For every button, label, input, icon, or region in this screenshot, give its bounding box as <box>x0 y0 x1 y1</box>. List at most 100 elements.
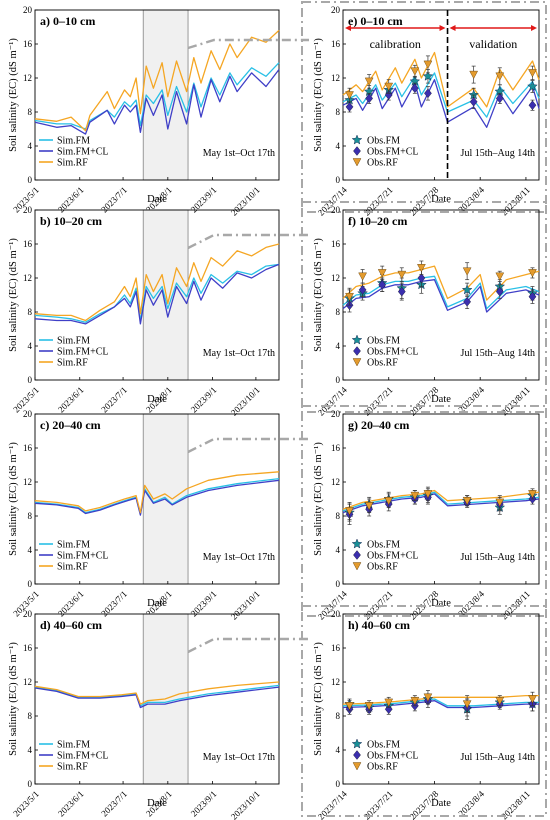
y-tick-label: 16 <box>331 643 341 653</box>
y-tick-label: 12 <box>23 273 32 283</box>
legend-marker <box>351 538 363 549</box>
obs-marker-obs-rf <box>397 270 407 280</box>
obs-marker-obs-fm-cl <box>495 93 504 104</box>
series-line-sim-rf <box>34 29 280 132</box>
series-line-fm-cl <box>342 279 540 313</box>
y-tick-label: 8 <box>336 307 341 317</box>
y-tick-label: 16 <box>331 39 341 49</box>
legend-label: Obs.RF <box>367 762 398 773</box>
legend-label: Obs.FM+CL <box>367 147 418 158</box>
x-tick-label: 2023/7/1 <box>99 789 129 819</box>
y-tick-label: 4 <box>28 745 33 755</box>
y-tick-label: 8 <box>28 107 33 117</box>
obs-marker-obs-fm <box>527 80 538 91</box>
legend-label: Sim.RF <box>57 158 88 169</box>
y-tick-label: 12 <box>23 73 32 83</box>
validation-window-shade <box>142 9 189 181</box>
obs-marker-obs-rf <box>423 490 433 499</box>
legend-label: Sim.RF <box>57 358 88 369</box>
legend-marker <box>351 334 363 345</box>
panel-title: b) 10–20 cm <box>40 214 102 228</box>
y-tick-label: 4 <box>28 341 33 351</box>
legend-marker <box>353 146 361 156</box>
period-label: Jul 15th–Aug 14th <box>461 752 535 763</box>
y-tick-label: 8 <box>336 107 341 117</box>
plot-frame <box>342 613 540 785</box>
legend-marker <box>352 562 362 571</box>
x-tick-label: 2023/10/1 <box>229 185 262 218</box>
y-tick-label: 16 <box>23 443 33 453</box>
legend-label: Sim.FM+CL <box>57 147 109 158</box>
series-line-rf <box>342 694 539 705</box>
obs-marker-obs-rf <box>462 497 472 506</box>
y-axis-title: Soil salinity (EC) (dS m⁻¹) <box>313 642 324 756</box>
obs-marker-obs-fm-cl <box>345 102 354 112</box>
obs-marker-obs-fm-cl <box>495 286 504 297</box>
panel-title: d) 40–60 cm <box>40 618 102 632</box>
y-axis-title: Soil salinity (EC) (dS m⁻¹) <box>8 442 19 556</box>
obs-marker-obs-rf <box>364 702 374 711</box>
obs-marker-obs-rf <box>364 77 374 86</box>
obs-marker-obs-rf <box>528 69 537 78</box>
zoom-frame <box>301 605 547 817</box>
series-line-fm <box>342 491 540 512</box>
legend-label: Obs.RF <box>367 358 398 369</box>
x-tick-label: 2023/10/1 <box>229 589 262 622</box>
period-label: May 1st–Oct 17th <box>203 148 275 159</box>
legend-label: Sim.FM+CL <box>57 347 109 358</box>
obs-marker-obs-rf <box>528 269 537 278</box>
y-axis-title: Soil salinity (EC) (dS m⁻¹) <box>8 238 19 352</box>
obs-marker-obs-rf <box>384 497 394 506</box>
legend-marker <box>351 738 363 749</box>
y-tick-label: 16 <box>23 39 33 49</box>
obs-marker-obs-rf <box>384 82 394 91</box>
obs-marker-obs-rf <box>495 498 505 507</box>
x-axis-title: Date <box>147 394 167 405</box>
x-tick-label: 2023/8/4 <box>456 384 486 414</box>
obs-marker-obs-rf <box>358 272 367 281</box>
panel-title: a) 0–10 cm <box>40 14 95 28</box>
obs-marker-obs-rf <box>345 91 354 100</box>
period-label: May 1st–Oct 17th <box>203 552 275 563</box>
obs-marker-obs-fm-cl <box>417 273 426 283</box>
obs-marker-obs-rf <box>345 507 354 516</box>
obs-marker-obs-fm <box>461 284 473 295</box>
y-tick-label: 16 <box>23 643 33 653</box>
obs-marker-obs-fm-cl <box>378 279 387 290</box>
obs-marker-obs-rf <box>495 697 505 706</box>
zoom-connector <box>187 437 309 454</box>
y-tick-label: 4 <box>336 341 341 351</box>
obs-marker-obs-fm-cl <box>397 286 406 297</box>
y-tick-label: 0 <box>28 175 33 185</box>
series-line-sim-fm-cl <box>34 69 280 135</box>
arrow-head <box>449 25 456 31</box>
obs-marker-obs-rf <box>410 67 420 76</box>
y-tick-label: 0 <box>336 779 341 789</box>
plot-frame <box>34 613 280 785</box>
obs-marker-obs-rf <box>417 264 426 273</box>
series-line-sim-fm-cl <box>34 686 280 709</box>
y-tick-label: 0 <box>28 375 33 385</box>
zoom-frame <box>301 201 547 413</box>
y-tick-label: 8 <box>28 307 33 317</box>
legend-marker <box>353 346 361 356</box>
legend-label: Obs.FM <box>367 540 400 551</box>
period-label: May 1st–Oct 17th <box>203 348 275 359</box>
y-axis-title: Soil salinity (EC) (dS m⁻¹) <box>8 38 19 152</box>
y-tick-label: 20 <box>331 409 341 419</box>
legend-label: Sim.FM <box>57 740 90 751</box>
series-line-sim-fm-cl <box>34 263 280 325</box>
y-tick-label: 0 <box>336 175 341 185</box>
obs-marker-obs-fm-cl <box>528 291 537 302</box>
y-axis-title: Soil salinity (EC) (dS m⁻¹) <box>313 442 324 556</box>
obs-marker-obs-fm-cl <box>469 96 478 107</box>
legend-label: Obs.FM <box>367 740 400 751</box>
legend-label: Sim.RF <box>57 562 88 573</box>
obs-marker-obs-fm-cl <box>424 88 432 99</box>
y-tick-label: 16 <box>331 443 341 453</box>
panel-title: c) 20–40 cm <box>40 418 101 432</box>
y-tick-label: 0 <box>336 579 341 589</box>
